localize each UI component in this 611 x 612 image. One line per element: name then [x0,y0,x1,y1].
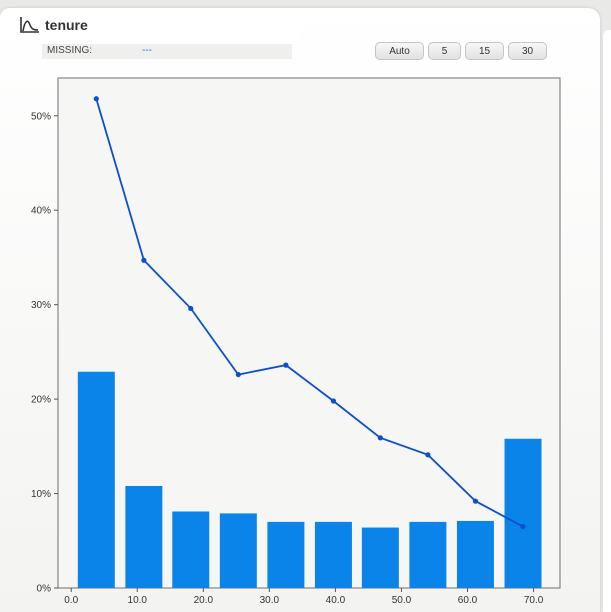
line-point [377,435,383,441]
distribution-curve-icon [20,17,39,33]
y-tick-label: 10% [31,489,51,500]
histogram-bar [172,511,210,588]
line-point [330,398,337,404]
missing-label: MISSING: [47,45,93,56]
histogram-bar [504,438,542,588]
x-tick-label: 30.0 [260,595,280,606]
panel-title-tab [0,8,300,38]
variable-title: tenure [45,17,88,33]
bins-auto-button[interactable]: Auto [375,42,424,60]
x-tick-label: 40.0 [326,595,346,606]
adjacent-panel-edge [603,30,611,612]
histogram-bar [456,520,494,588]
y-tick-label: 0% [37,584,52,595]
bins-15-button[interactable]: 15 [465,42,504,60]
histogram-bar [77,371,115,588]
line-point [283,362,289,368]
x-tick-label: 20.0 [194,595,214,606]
line-point [520,524,526,530]
line-point [93,96,99,102]
bins-5-button[interactable]: 5 [428,42,461,60]
histogram-bar [125,486,163,588]
x-tick-label: 50.0 [392,595,412,606]
histogram-bar [267,521,305,588]
bins-30-button[interactable]: 30 [508,42,547,60]
y-tick-label: 20% [31,395,51,406]
line-point [425,452,431,458]
histogram-bar [314,521,352,588]
y-tick-label: 50% [31,111,51,122]
x-tick-label: 0.0 [64,595,78,606]
line-point [235,371,241,378]
line-point [188,305,194,312]
x-tick-label: 10.0 [128,595,148,606]
x-tick-label: 70.0 [524,595,544,606]
histogram-bar [219,513,257,588]
line-point [141,257,147,263]
series-line [95,98,524,528]
missing-summary: MISSING: --- [42,44,292,59]
line-point [472,498,479,504]
x-tick-label: 60.0 [458,595,478,606]
y-tick-label: 40% [31,206,51,217]
missing-value: --- [142,45,152,56]
histogram-bar [361,527,399,588]
histogram-bar [409,521,447,588]
y-tick-label: 30% [31,300,51,311]
